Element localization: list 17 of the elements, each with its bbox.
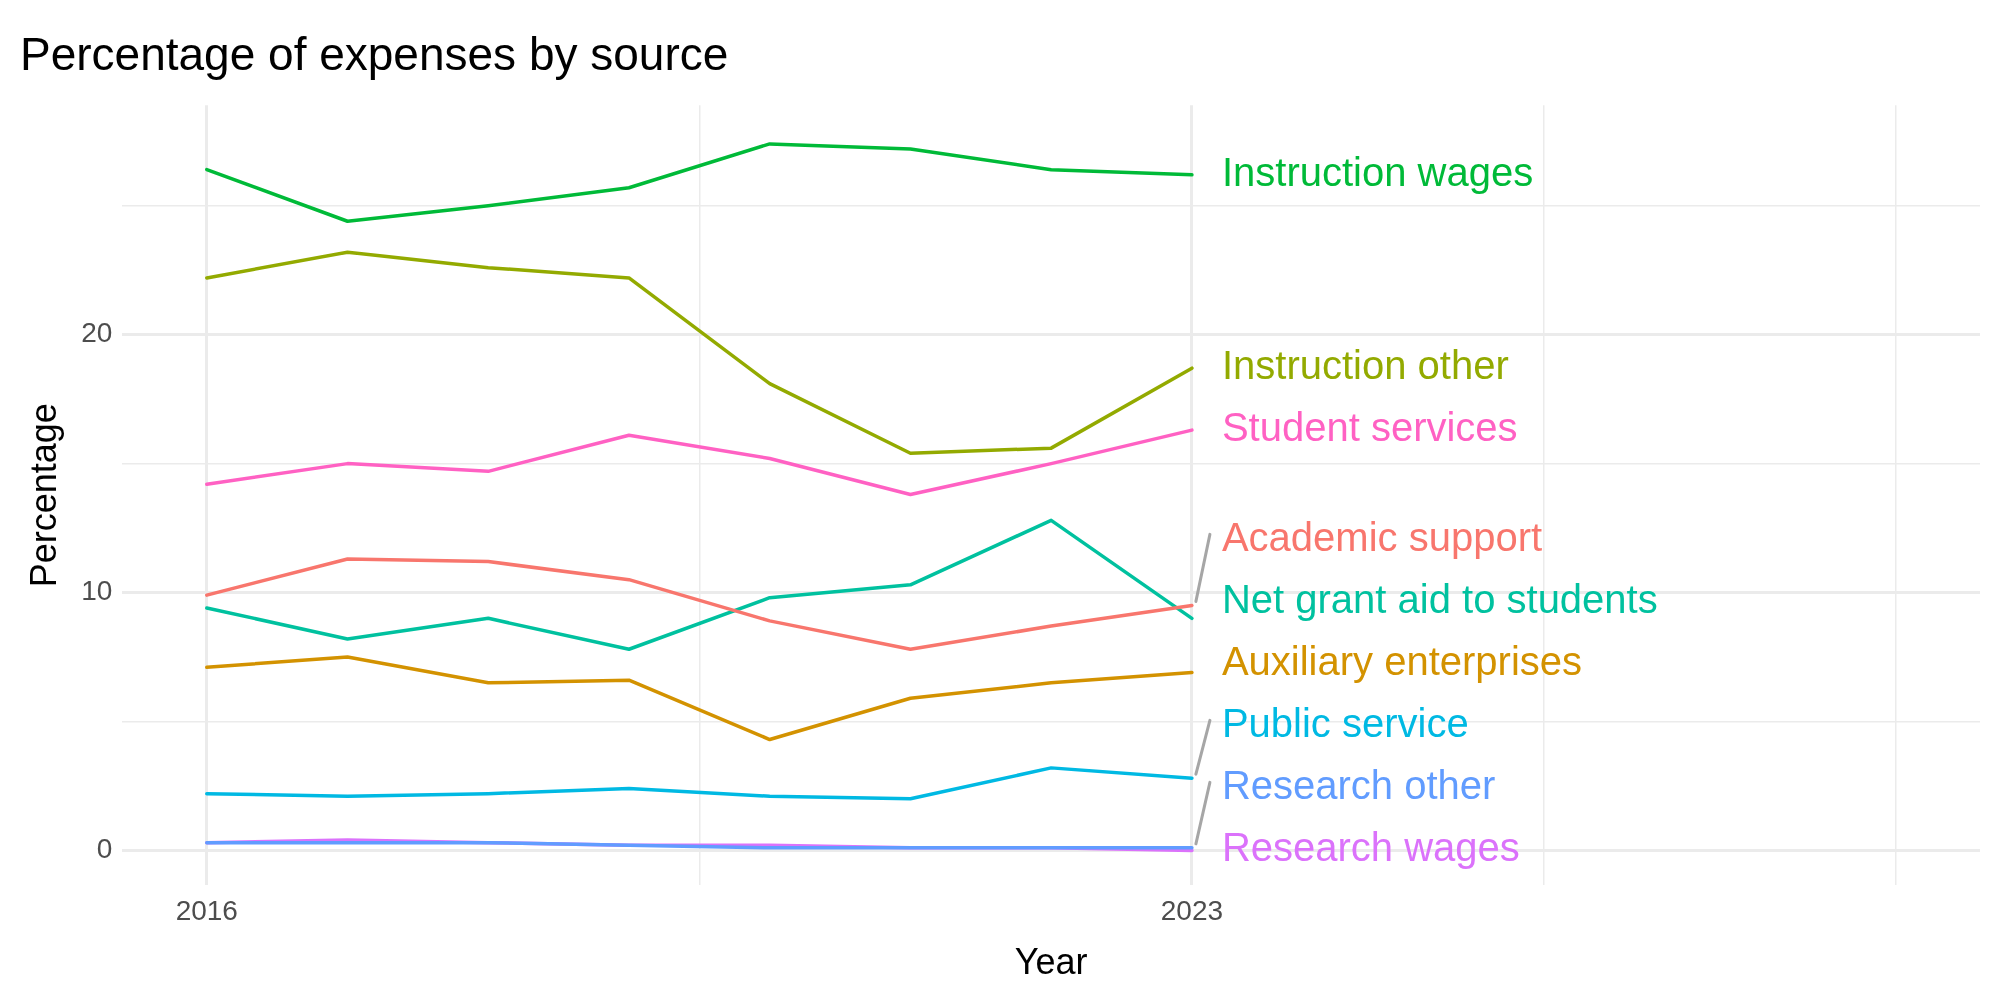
series-label: Auxiliary enterprises [1221,639,1583,684]
series-label: Academic support [1221,515,1543,560]
series-label: Net grant aid to students [1221,577,1658,622]
y-tick-label: 0 [96,833,113,865]
y-tick-label: 10 [81,575,113,607]
series-label: Research wages [1221,825,1520,870]
series-label: Research other [1221,763,1496,808]
y-tick-label: 20 [81,317,113,349]
chart-title: Percentage of expenses by source [20,28,729,81]
x-tick-label: 2023 [1160,894,1224,926]
y-axis-title: Percentage [22,403,64,588]
series-label: Public service [1221,701,1469,746]
series-label: Instruction other [1221,343,1509,388]
series-label: Student services [1221,405,1518,450]
x-tick-label: 2016 [175,894,238,926]
series-label: Instruction wages [1221,149,1534,194]
x-axis-title: Year [1014,941,1088,983]
